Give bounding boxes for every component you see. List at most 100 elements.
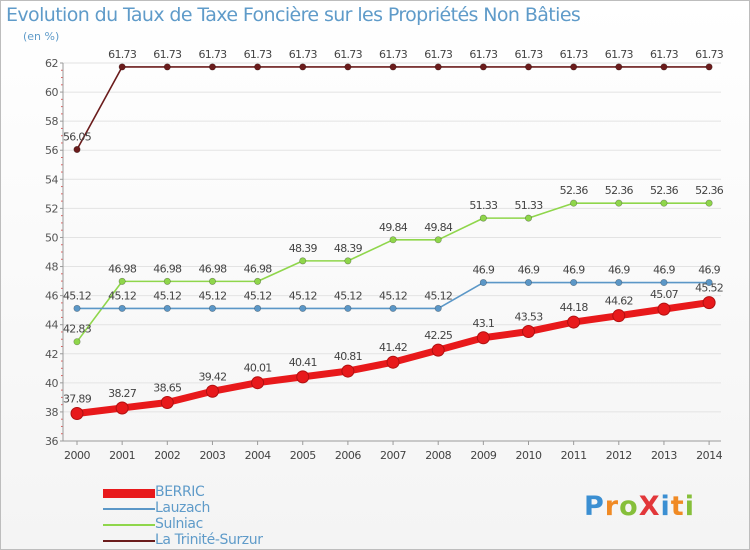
legend-swatch-lauzach [103,508,155,510]
x-tick-label: 2004 [245,449,271,462]
data-point-la-trinit-surzur [705,63,713,71]
data-point-lauzach [479,279,487,287]
x-tick-label: 2000 [64,449,90,462]
data-label-lauzach: 45.12 [424,289,452,302]
data-label-la-trinit-surzur: 61.73 [198,48,227,61]
data-label-la-trinit-surzur: 61.73 [650,48,679,61]
data-label-berric: 45.52 [695,282,723,295]
data-point-lauzach [524,279,532,287]
data-label-lauzach: 46.9 [518,264,540,277]
data-label-sulniac: 52.36 [695,184,724,197]
data-label-berric: 43.1 [472,317,494,330]
x-tick-label: 2009 [470,449,496,462]
data-point-la-trinit-surzur [524,63,532,71]
data-point-sulniac [163,277,171,285]
data-label-lauzach: 45.12 [244,289,272,302]
x-tick-label: 2001 [109,449,135,462]
legend-label-sulniac: Sulniac [155,516,203,532]
data-label-la-trinit-surzur: 61.73 [289,48,318,61]
y-tick-label: 60 [45,86,58,99]
data-point-lauzach [570,279,578,287]
proxiti-logo: ProXiti [584,491,695,522]
data-point-sulniac [705,199,713,207]
data-point-la-trinit-surzur [163,63,171,71]
data-point-la-trinit-surzur [73,146,81,154]
data-label-berric: 45.07 [650,288,679,301]
data-label-la-trinit-surzur: 61.73 [153,48,182,61]
data-label-la-trinit-surzur: 56.05 [63,131,92,144]
data-point-sulniac [344,257,352,265]
data-point-la-trinit-surzur [570,63,578,71]
data-point-lauzach [344,304,352,312]
y-tick-label: 62 [45,57,58,70]
legend-label-la-trinite-surzur: La Trinité-Surzur [155,532,263,548]
data-point-sulniac [208,277,216,285]
data-point-la-trinit-surzur [479,63,487,71]
data-label-la-trinit-surzur: 61.73 [695,48,724,61]
y-tick-label: 50 [45,231,58,244]
x-tick-label: 2003 [199,449,225,462]
data-point-sulniac [615,199,623,207]
data-label-sulniac: 49.84 [424,221,453,234]
legend-item-berric: BERRIC [103,484,343,502]
data-label-lauzach: 45.12 [334,289,362,302]
data-label-lauzach: 45.12 [379,289,407,302]
data-label-sulniac: 52.36 [560,184,589,197]
legend-label-berric: BERRIC [155,484,205,500]
data-point-berric [567,315,581,329]
data-point-lauzach [208,304,216,312]
data-point-la-trinit-surzur [615,63,623,71]
data-point-berric [205,384,219,398]
data-label-la-trinit-surzur: 61.73 [244,48,273,61]
data-label-lauzach: 45.12 [108,289,136,302]
legend-swatch-berric [103,489,155,498]
data-label-lauzach: 46.9 [653,264,675,277]
data-point-sulniac [299,257,307,265]
data-point-berric [522,325,535,339]
y-tick-label: 48 [45,261,58,274]
data-label-lauzach: 45.12 [289,289,317,302]
data-point-la-trinit-surzur [118,63,126,71]
data-label-berric: 40.01 [244,362,272,375]
data-label-la-trinit-surzur: 61.73 [424,48,453,61]
data-point-sulniac [254,277,262,285]
data-label-lauzach: 46.9 [698,264,720,277]
data-label-sulniac: 46.98 [198,262,227,275]
legend-label-lauzach: Lauzach [155,500,210,516]
x-tick-label: 2010 [516,449,542,462]
data-label-sulniac: 52.36 [605,184,634,197]
data-point-la-trinit-surzur [389,63,397,71]
data-label-la-trinit-surzur: 61.73 [108,48,137,61]
y-tick-label: 46 [45,290,58,303]
data-label-berric: 38.65 [153,381,182,394]
data-label-sulniac: 46.98 [108,262,137,275]
data-label-sulniac: 48.39 [289,242,318,255]
y-tick-label: 54 [45,173,58,186]
data-point-sulniac [73,338,81,346]
y-tick-label: 58 [45,115,58,128]
data-point-lauzach [163,304,171,312]
data-point-la-trinit-surzur [434,63,442,71]
unit-label: (en %) [23,30,60,43]
data-label-la-trinit-surzur: 61.73 [469,48,498,61]
data-point-berric [657,302,671,316]
data-point-lauzach [434,304,442,312]
data-label-sulniac: 42.83 [63,323,92,336]
data-point-berric [251,376,265,390]
data-point-lauzach [299,304,307,312]
x-tick-label: 2005 [290,449,316,462]
x-tick-label: 2008 [425,449,451,462]
data-label-sulniac: 51.33 [515,199,544,212]
data-label-sulniac: 46.98 [153,262,182,275]
data-point-sulniac [570,199,578,207]
data-label-berric: 37.89 [63,393,92,406]
data-point-berric [476,331,490,345]
data-point-la-trinit-surzur [254,63,262,71]
x-tick-label: 2006 [335,449,361,462]
data-label-berric: 40.81 [334,350,362,363]
legend: BERRIC Lauzach Sulniac La Trinité-Surzur [103,484,343,550]
x-tick-label: 2011 [561,449,587,462]
x-tick-label: 2012 [606,449,632,462]
